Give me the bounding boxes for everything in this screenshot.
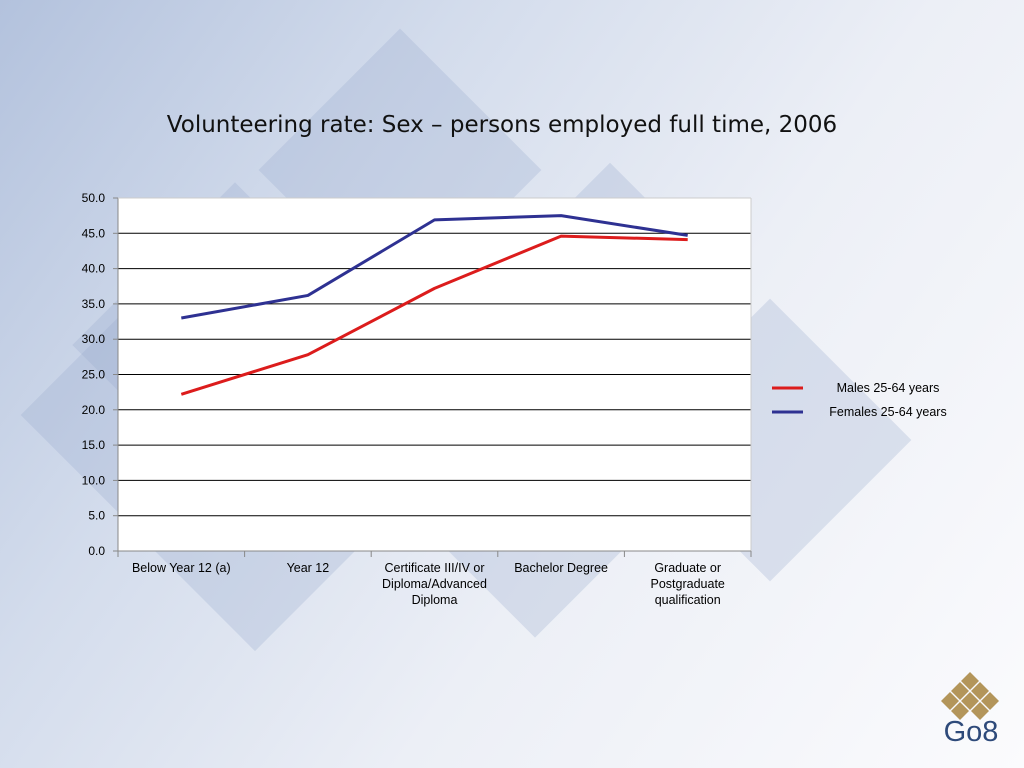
logo-diamonds bbox=[941, 672, 999, 720]
y-tick-label: 35.0 bbox=[82, 297, 106, 311]
x-tick-label: Bachelor Degree bbox=[514, 561, 608, 575]
y-tick-label: 0.0 bbox=[88, 544, 105, 558]
x-tick-label: Graduate or Postgraduate qualification bbox=[651, 561, 725, 607]
y-tick-label: 40.0 bbox=[82, 262, 106, 276]
legend-label-males: Males 25-64 years bbox=[837, 381, 940, 395]
y-tick-label: 25.0 bbox=[82, 368, 106, 382]
slide-title: Volunteering rate: Sex – persons employe… bbox=[166, 112, 838, 138]
x-tick-label: Certificate III/IV or Diploma/Advanced Dip… bbox=[382, 561, 487, 607]
series-line-females bbox=[181, 214, 688, 320]
x-axis: Below Year 12 (a) Year 12 Certificate III/… bbox=[117, 197, 752, 607]
logo-diamond bbox=[971, 702, 989, 720]
y-tick-label: 50.0 bbox=[82, 191, 106, 205]
y-tick-label: 45.0 bbox=[82, 226, 106, 240]
series-line-males bbox=[180, 234, 688, 396]
logo-text: Go8 bbox=[943, 716, 999, 748]
logo-diamond bbox=[981, 692, 999, 710]
y-axis-ticks: 0.0 5.0 10.0 15.0 20.0 25.0 30.0 35.0 40.0 45.0 50… bbox=[82, 191, 118, 558]
y-tick-label: 5.0 bbox=[88, 509, 105, 523]
go8-logo-icon bbox=[941, 672, 999, 720]
legend-label-females: Females 25-64 years bbox=[829, 405, 946, 419]
legend: Males 25-64 years Females 25-64 years bbox=[772, 381, 947, 419]
series-layer bbox=[180, 214, 688, 396]
y-tick-label: 10.0 bbox=[82, 473, 106, 487]
y-tick-label: 30.0 bbox=[82, 332, 106, 346]
y-tick-label: 15.0 bbox=[82, 438, 106, 452]
logo-diamond bbox=[961, 672, 979, 690]
logo-diamond bbox=[951, 702, 969, 720]
y-tick-label: 20.0 bbox=[82, 403, 106, 417]
logo-diamond bbox=[971, 682, 989, 700]
logo-diamond bbox=[951, 682, 969, 700]
x-tick-label: Below Year 12 (a) bbox=[132, 561, 231, 575]
logo-diamond bbox=[941, 692, 959, 710]
logo-diamond bbox=[961, 692, 979, 710]
x-tick-label: Year 12 bbox=[287, 561, 330, 575]
